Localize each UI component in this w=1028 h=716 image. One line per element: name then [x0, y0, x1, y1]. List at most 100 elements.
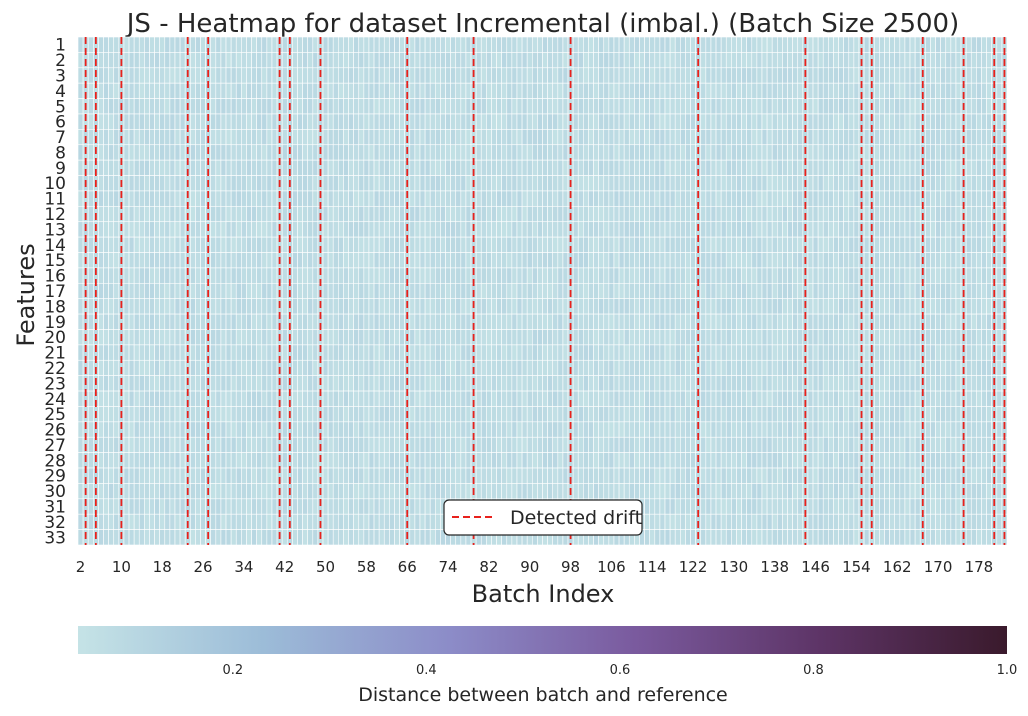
heatmap-cell	[838, 282, 844, 299]
heatmap-cell	[761, 359, 768, 376]
heatmap-cell	[195, 221, 201, 238]
heatmap-cell	[271, 406, 278, 423]
heatmap-cell	[822, 190, 829, 207]
heatmap-cell	[149, 406, 155, 423]
heatmap-cell	[419, 98, 426, 115]
heatmap-cell	[215, 236, 222, 253]
heatmap-cell	[424, 206, 431, 223]
heatmap-cell	[215, 267, 222, 284]
heatmap-cell	[577, 421, 584, 438]
heatmap-cell	[429, 175, 436, 192]
heatmap-cell	[144, 359, 150, 376]
heatmap-cell	[623, 129, 630, 146]
heatmap-cell	[521, 206, 528, 223]
heatmap-cell	[429, 313, 436, 330]
heatmap-cell	[843, 52, 850, 69]
heatmap-cell	[251, 313, 257, 330]
heatmap-cell	[766, 52, 773, 69]
heatmap-cell	[307, 175, 314, 192]
heatmap-cell	[511, 375, 518, 392]
heatmap-cell	[235, 98, 242, 115]
heatmap-cell	[419, 159, 426, 176]
heatmap-cell	[680, 267, 686, 284]
heatmap-cell	[736, 421, 742, 438]
heatmap-cell	[608, 452, 615, 469]
heatmap-cell	[450, 144, 457, 161]
heatmap-cell	[782, 452, 788, 469]
heatmap-cell	[230, 359, 237, 376]
heatmap-cell	[475, 67, 482, 84]
heatmap-cell	[537, 375, 543, 392]
heatmap-cell	[179, 144, 186, 161]
heatmap-cell	[557, 436, 564, 453]
heatmap-cell	[144, 36, 150, 53]
heatmap-cell	[190, 452, 196, 469]
heatmap-cell	[108, 98, 115, 115]
heatmap-cell	[235, 175, 242, 192]
heatmap-cell	[225, 206, 232, 223]
heatmap-cell	[383, 390, 390, 407]
heatmap-cell	[486, 329, 492, 346]
heatmap-cell	[715, 390, 722, 407]
heatmap-cell	[557, 406, 564, 423]
heatmap-cell	[817, 313, 824, 330]
heatmap-cell	[215, 221, 222, 238]
heatmap-cell	[843, 252, 850, 269]
heatmap-cell	[705, 421, 712, 438]
heatmap-cell	[195, 206, 201, 223]
heatmap-cell	[332, 406, 339, 423]
heatmap-cell	[251, 359, 257, 376]
heatmap-cell	[491, 82, 497, 99]
heatmap-cell	[429, 129, 436, 146]
heatmap-cell	[562, 159, 569, 176]
heatmap-cell	[562, 467, 569, 484]
heatmap-cell	[414, 190, 421, 207]
heatmap-cell	[598, 113, 605, 130]
heatmap-cell	[557, 113, 564, 130]
heatmap-cell	[322, 329, 329, 346]
heatmap-cell	[552, 252, 559, 269]
heatmap-cell	[598, 52, 605, 69]
heatmap-cell	[618, 67, 625, 84]
heatmap-cell	[812, 406, 819, 423]
heatmap-cell	[138, 159, 145, 176]
heatmap-cell	[649, 221, 656, 238]
heatmap-cell	[557, 313, 564, 330]
heatmap-cell	[394, 190, 400, 207]
heatmap-cell	[807, 129, 814, 146]
heatmap-cell	[225, 52, 232, 69]
heatmap-cell	[103, 498, 109, 515]
heatmap-cell	[169, 267, 176, 284]
heatmap-cell	[639, 98, 645, 115]
heatmap-cell	[343, 375, 349, 392]
heatmap-cell	[220, 329, 227, 346]
heatmap-cell	[547, 329, 553, 346]
heatmap-cell	[557, 144, 564, 161]
heatmap-cell	[593, 221, 599, 238]
heatmap-cell	[394, 436, 400, 453]
heatmap-cell	[807, 267, 814, 284]
heatmap-cell	[302, 129, 308, 146]
heatmap-cell	[266, 144, 273, 161]
heatmap-cell	[429, 529, 436, 546]
heatmap-cell	[429, 483, 436, 500]
heatmap-cell	[680, 98, 686, 115]
heatmap-cell	[419, 206, 426, 223]
heatmap-cell	[225, 313, 232, 330]
heatmap-cell	[674, 190, 681, 207]
heatmap-cell	[475, 236, 482, 253]
heatmap-cell	[531, 467, 538, 484]
heatmap-cell	[603, 82, 610, 99]
heatmap-cell	[797, 129, 804, 146]
heatmap-cell	[271, 206, 278, 223]
heatmap-cell	[511, 190, 518, 207]
heatmap-cell	[179, 267, 186, 284]
heatmap-cell	[792, 452, 799, 469]
heatmap-cell	[154, 344, 160, 361]
heatmap-cell	[680, 221, 686, 238]
heatmap-cell	[838, 113, 844, 130]
heatmap-cell	[200, 452, 206, 469]
heatmap-cell	[664, 113, 671, 130]
heatmap-cell	[771, 221, 778, 238]
heatmap-cell	[506, 344, 513, 361]
